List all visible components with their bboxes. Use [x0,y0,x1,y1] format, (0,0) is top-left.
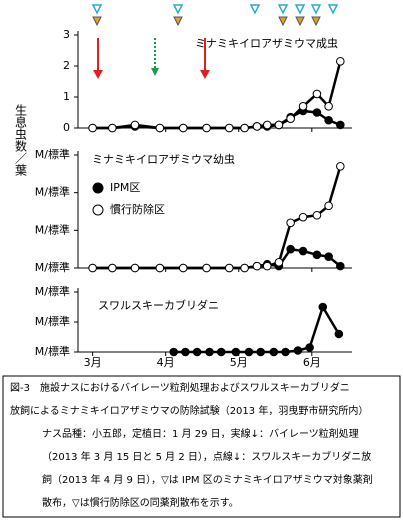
y-tick-label: 3 [63,28,70,41]
y-axis-label: 生息虫数／葉 [14,104,28,176]
caption-line: ナス品種：小五郎，定植日：1 月 29 日，実線↓：バイレーツ粒剤処理 [42,427,359,440]
data-point [324,115,333,125]
data-point [244,347,254,357]
data-point [312,108,322,117]
data-point [298,246,308,256]
data-point [216,347,226,357]
y-tick-label: 1 [63,90,70,103]
caption-box [2,375,401,518]
data-point [318,302,328,312]
y-tick-label: M/標準 [35,284,70,298]
data-point [324,102,333,111]
data-point [312,250,322,260]
x-tick-label: 6月 [303,356,321,369]
caption-line: 散布，▽は慣行防除区の同薬剤散布を示す。 [42,496,239,509]
y-tick-label: M/標準 [35,314,70,328]
y-tick-label: 0 [63,121,70,134]
data-point [274,258,284,267]
legend-marker [92,204,104,216]
data-point [298,102,308,111]
panel-title: ミナミキイロアザミウマ幼虫 [92,153,235,166]
data-point [181,347,190,357]
panel-title: スワルスキーカブリダニ [98,298,219,312]
y-tick-label: 2 [63,59,70,72]
data-point [202,123,211,133]
data-point [336,120,345,130]
data-point [336,162,345,171]
data-point [231,347,241,357]
legend-marker [92,182,104,194]
y-tick-label: M/標準 [35,147,70,161]
data-point [108,263,117,273]
data-point [324,252,333,262]
caption-line: 飼（2013 年 4 月 9 日），▽は IPM 区のミナミキイロアザミウマ対象… [42,473,373,486]
x-tick-label: 5月 [230,356,248,369]
data-point [178,263,188,273]
series-line [92,165,342,270]
data-point [312,210,322,220]
data-point [305,343,314,352]
data-point [336,57,345,66]
data-point [224,263,234,273]
data-point [286,244,295,254]
data-point [281,347,290,357]
data-point [334,329,344,339]
data-point [312,89,322,99]
caption-line: （2013 年 3 月 15 日と 5 月 2 日），点線↓：スワルスキーカブリ… [42,450,371,463]
legend-label: IPM区 [110,181,140,194]
data-point [252,122,262,131]
data-point [269,347,279,357]
data-point [298,212,308,222]
data-point [178,123,188,133]
data-point [262,120,272,130]
series-line [92,61,342,130]
data-point [286,218,295,228]
data-point [169,347,179,357]
data-point [88,263,97,273]
series-line [173,303,340,354]
data-point [192,347,202,357]
data-point [240,263,249,273]
data-point [88,123,97,133]
caption-line: 放飼によるミナミキイロアザミウマの防除試験（2013 年，羽曳野市研究所内） [10,404,368,417]
data-point [240,123,249,133]
y-tick-label: M/標準 [35,344,70,358]
y-tick-label: M/標準 [35,185,70,199]
data-point [293,346,303,355]
x-tick-label: 3月 [84,356,102,369]
data-point [336,261,345,271]
data-point [286,114,295,123]
data-point [202,263,211,273]
x-tick-label: 4月 [157,356,175,369]
spray-markers [91,4,339,27]
data-point [130,120,140,130]
panel-title: ミナミキイロアザミウマ成虫 [195,37,338,50]
y-tick-label: M/標準 [35,260,70,274]
data-point [155,263,165,273]
caption-line: 図-3 施設ナスにおけるバイレーツ粒剤処理およびスワルスキーカブリダニ [10,381,350,394]
caption: 図-3 施設ナスにおけるバイレーツ粒剤処理およびスワルスキーカブリダニ放飼による… [10,381,373,509]
y-tick-label: M/標準 [35,222,70,236]
data-point [274,120,284,130]
data-point [205,347,214,357]
treatment-arrows [93,38,210,79]
data-point [324,201,333,211]
data-point [256,347,265,357]
legend-label: 慣行防除区 [110,202,165,216]
data-point [252,261,262,271]
data-point [224,123,234,133]
data-point [130,263,140,273]
data-point [155,123,165,133]
data-point [108,123,117,133]
data-point [262,261,272,271]
